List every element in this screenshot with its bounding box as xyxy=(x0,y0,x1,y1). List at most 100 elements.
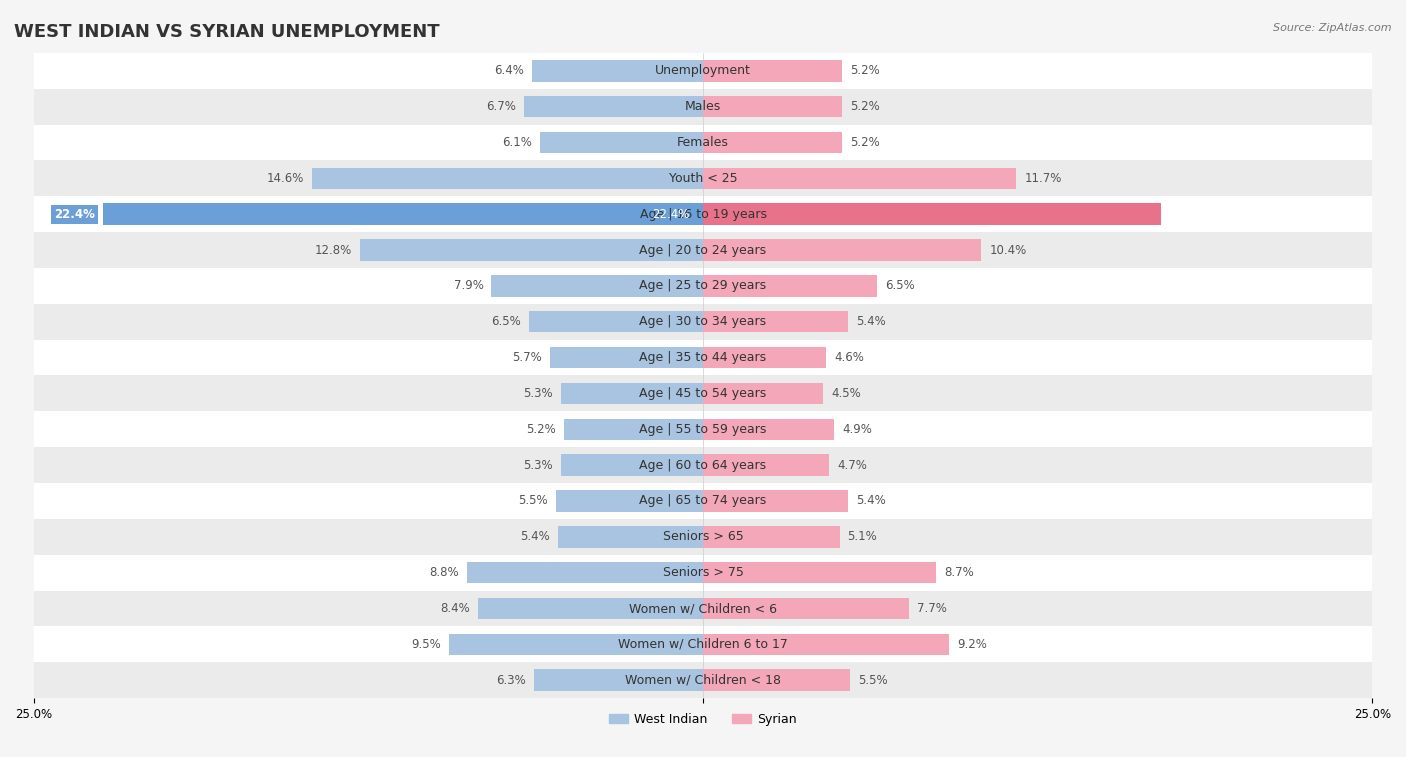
Bar xyxy=(703,60,842,82)
Text: Source: ZipAtlas.com: Source: ZipAtlas.com xyxy=(1274,23,1392,33)
Text: 5.4%: 5.4% xyxy=(856,315,886,329)
Text: 9.5%: 9.5% xyxy=(411,638,440,651)
Bar xyxy=(34,268,1372,304)
Text: 5.2%: 5.2% xyxy=(851,136,880,149)
Bar xyxy=(703,239,981,260)
Bar xyxy=(540,132,703,153)
Bar xyxy=(564,419,703,440)
Text: 6.4%: 6.4% xyxy=(494,64,523,77)
Bar xyxy=(34,89,1372,125)
Bar xyxy=(34,196,1372,232)
Text: Females: Females xyxy=(678,136,728,149)
Bar xyxy=(523,96,703,117)
Bar xyxy=(703,96,842,117)
Text: 5.5%: 5.5% xyxy=(517,494,548,507)
Bar xyxy=(550,347,703,369)
Bar xyxy=(703,598,910,619)
Bar xyxy=(360,239,703,260)
Text: Age | 25 to 29 years: Age | 25 to 29 years xyxy=(640,279,766,292)
Bar xyxy=(561,382,703,404)
Bar xyxy=(703,382,824,404)
Text: 5.3%: 5.3% xyxy=(523,387,553,400)
Text: 5.1%: 5.1% xyxy=(848,531,877,544)
Legend: West Indian, Syrian: West Indian, Syrian xyxy=(605,708,801,731)
Text: 5.3%: 5.3% xyxy=(523,459,553,472)
Text: 4.6%: 4.6% xyxy=(834,351,865,364)
Bar xyxy=(34,125,1372,160)
Bar xyxy=(34,447,1372,483)
Text: 4.9%: 4.9% xyxy=(842,422,872,436)
Text: 4.5%: 4.5% xyxy=(831,387,862,400)
Text: 12.8%: 12.8% xyxy=(315,244,353,257)
Text: 6.5%: 6.5% xyxy=(491,315,520,329)
Text: 8.4%: 8.4% xyxy=(440,602,470,615)
Text: Age | 55 to 59 years: Age | 55 to 59 years xyxy=(640,422,766,436)
Bar xyxy=(703,167,1017,189)
Text: 4.7%: 4.7% xyxy=(837,459,866,472)
Bar xyxy=(703,634,949,655)
Text: 6.7%: 6.7% xyxy=(485,100,516,113)
Text: Seniors > 75: Seniors > 75 xyxy=(662,566,744,579)
Text: 11.7%: 11.7% xyxy=(1025,172,1062,185)
Bar xyxy=(703,526,839,547)
Text: 22.4%: 22.4% xyxy=(55,207,96,221)
Text: 8.8%: 8.8% xyxy=(430,566,460,579)
Bar xyxy=(34,53,1372,89)
Text: Age | 60 to 64 years: Age | 60 to 64 years xyxy=(640,459,766,472)
Text: 14.6%: 14.6% xyxy=(267,172,304,185)
Text: Age | 45 to 54 years: Age | 45 to 54 years xyxy=(640,387,766,400)
Bar xyxy=(34,519,1372,555)
Bar xyxy=(34,304,1372,340)
Bar xyxy=(312,167,703,189)
Text: Women w/ Children 6 to 17: Women w/ Children 6 to 17 xyxy=(619,638,787,651)
Text: Age | 20 to 24 years: Age | 20 to 24 years xyxy=(640,244,766,257)
Bar xyxy=(34,411,1372,447)
Text: 5.4%: 5.4% xyxy=(520,531,550,544)
Bar xyxy=(703,204,1161,225)
Text: 10.4%: 10.4% xyxy=(990,244,1026,257)
Bar xyxy=(529,311,703,332)
Bar xyxy=(531,60,703,82)
Text: Youth < 25: Youth < 25 xyxy=(669,172,737,185)
Bar xyxy=(534,669,703,691)
Text: Women w/ Children < 18: Women w/ Children < 18 xyxy=(626,674,780,687)
Bar xyxy=(34,662,1372,698)
Bar xyxy=(703,562,936,584)
Bar xyxy=(478,598,703,619)
Text: Age | 16 to 19 years: Age | 16 to 19 years xyxy=(640,207,766,221)
Bar xyxy=(34,160,1372,196)
Bar xyxy=(34,340,1372,375)
Text: 6.1%: 6.1% xyxy=(502,136,531,149)
Bar xyxy=(467,562,703,584)
Text: 9.2%: 9.2% xyxy=(957,638,987,651)
Bar xyxy=(34,555,1372,590)
Bar xyxy=(449,634,703,655)
Text: 5.4%: 5.4% xyxy=(856,494,886,507)
Text: Women w/ Children < 6: Women w/ Children < 6 xyxy=(628,602,778,615)
Bar xyxy=(34,375,1372,411)
Text: Unemployment: Unemployment xyxy=(655,64,751,77)
Bar xyxy=(103,204,703,225)
Bar xyxy=(558,526,703,547)
Bar xyxy=(34,483,1372,519)
Bar xyxy=(34,232,1372,268)
Text: 17.1%: 17.1% xyxy=(1168,207,1206,221)
Text: 5.5%: 5.5% xyxy=(858,674,889,687)
Text: 5.2%: 5.2% xyxy=(526,422,555,436)
Text: 5.2%: 5.2% xyxy=(851,64,880,77)
Bar xyxy=(34,627,1372,662)
Text: Seniors > 65: Seniors > 65 xyxy=(662,531,744,544)
Text: 5.7%: 5.7% xyxy=(513,351,543,364)
Text: 8.7%: 8.7% xyxy=(943,566,974,579)
Bar xyxy=(703,311,848,332)
Bar xyxy=(555,491,703,512)
Text: 6.5%: 6.5% xyxy=(886,279,915,292)
Text: Age | 35 to 44 years: Age | 35 to 44 years xyxy=(640,351,766,364)
Text: 5.2%: 5.2% xyxy=(851,100,880,113)
Text: 7.9%: 7.9% xyxy=(454,279,484,292)
Text: Age | 65 to 74 years: Age | 65 to 74 years xyxy=(640,494,766,507)
Text: WEST INDIAN VS SYRIAN UNEMPLOYMENT: WEST INDIAN VS SYRIAN UNEMPLOYMENT xyxy=(14,23,440,41)
Text: 22.4%: 22.4% xyxy=(652,207,689,221)
Bar xyxy=(703,132,842,153)
Bar xyxy=(561,454,703,476)
